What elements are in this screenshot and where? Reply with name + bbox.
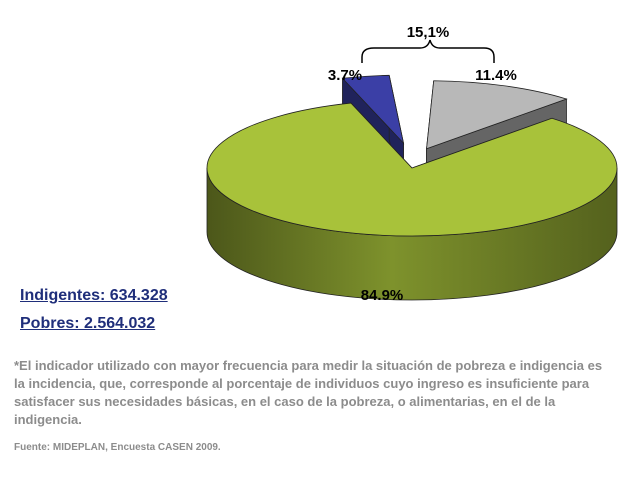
- source-note: Fuente: MIDEPLAN, Encuesta CASEN 2009.: [14, 442, 221, 453]
- pie-slice-small-top: [341, 74, 405, 145]
- pobres-stat[interactable]: Pobres: 2.564.032: [20, 315, 156, 332]
- data-label-medium-slice: 11.4%: [475, 67, 517, 84]
- data-label-small-slice: 3.7%: [328, 67, 362, 84]
- pie-chart: 15,1% 84.9% 3.7% 11.4%: [206, 24, 618, 304]
- slices-layer: [206, 74, 618, 301]
- pie-slice-large: [206, 102, 618, 301]
- pie-slice-medium-top: [426, 80, 568, 150]
- footnote: *El indicador utilizado con mayor frecue…: [14, 358, 603, 427]
- group-brace: [361, 39, 495, 63]
- indigentes-stat[interactable]: Indigentes: 634.328: [20, 287, 168, 304]
- data-label-indigentes-mayor: 84.9%: [361, 287, 404, 304]
- group-label: 15,1%: [407, 24, 450, 41]
- pie-slice-large-top: [206, 102, 618, 237]
